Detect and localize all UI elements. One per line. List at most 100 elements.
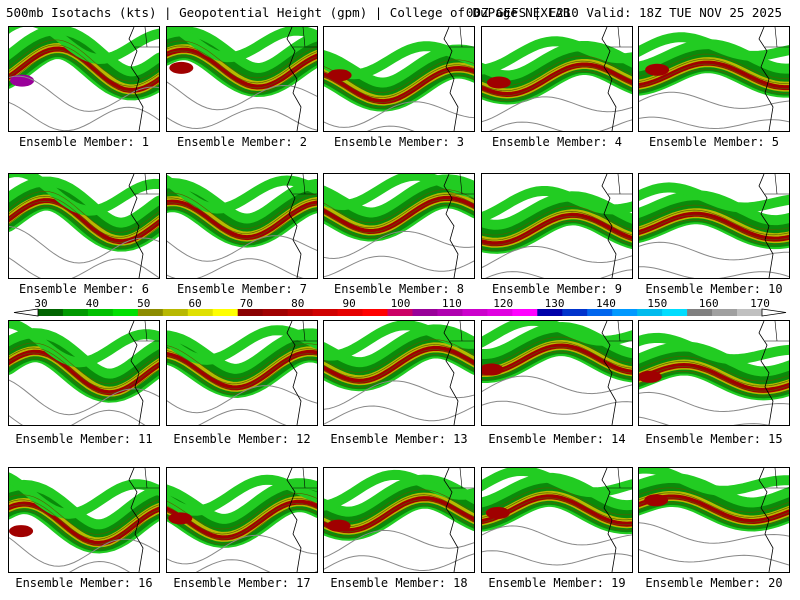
colorbar-tick-label: 110 <box>441 297 462 310</box>
coastline <box>443 321 459 425</box>
political-border <box>450 27 474 48</box>
isotach-line <box>482 221 632 251</box>
height-contour <box>324 380 474 410</box>
wind-map <box>9 27 159 131</box>
isotach-line <box>9 205 159 248</box>
jet-streak <box>169 61 194 74</box>
isotach-line <box>639 361 789 387</box>
ensemble-panel-10 <box>638 173 790 279</box>
color-swatch <box>287 309 314 316</box>
isotach-line <box>324 354 474 388</box>
color-scale-bar <box>13 308 787 317</box>
jet-branch-north <box>482 468 632 498</box>
wind-map <box>9 468 159 572</box>
ensemble-panel-8 <box>323 173 475 279</box>
height-contour <box>639 266 789 278</box>
color-swatch <box>587 309 613 316</box>
color-swatch <box>262 309 289 316</box>
colorbar-tick-label: 140 <box>595 297 616 310</box>
isotach-line <box>167 45 317 84</box>
ensemble-panel-3 <box>323 26 475 132</box>
political-border <box>135 174 159 195</box>
colorbar-tick-label: 150 <box>647 297 668 310</box>
isotach-line <box>9 39 159 82</box>
ensemble-member-label: Ensemble Member: 5 <box>648 135 780 149</box>
isotach-line <box>324 349 474 383</box>
color-swatch <box>412 309 438 316</box>
color-swatch <box>137 309 164 316</box>
colorbar-tick-label: 80 <box>291 297 305 310</box>
height-contour <box>482 525 632 546</box>
isotach-line <box>639 492 789 518</box>
isotach-line <box>167 55 317 94</box>
color-swatch <box>512 309 538 316</box>
color-swatch <box>637 309 663 316</box>
colorbar-tick-label: 120 <box>493 297 514 310</box>
wind-map <box>639 27 789 131</box>
jet-branch-north <box>324 469 474 511</box>
isotach-line <box>639 214 789 241</box>
height-contour <box>167 258 304 278</box>
isotach-line <box>167 207 317 244</box>
political-border <box>765 321 789 342</box>
ensemble-panel-5 <box>638 26 790 132</box>
title-left: 500mb Isotachs (kts) | Geopotential Heig… <box>6 5 571 20</box>
color-swatch <box>437 309 463 316</box>
political-border <box>608 468 632 489</box>
ensemble-member-label: Ensemble Member: 17 <box>173 576 311 590</box>
jet-streak <box>168 512 193 525</box>
height-contour <box>167 235 317 262</box>
ensemble-panel-12 <box>166 320 318 426</box>
ensemble-member-label: Ensemble Member: 15 <box>645 432 783 446</box>
isotach-line <box>324 69 474 104</box>
wind-map <box>639 321 789 425</box>
height-contour <box>482 400 632 415</box>
coastline <box>128 468 144 572</box>
isotach-line <box>167 197 317 234</box>
jet-branch-north <box>324 174 474 211</box>
isotach-line <box>482 211 632 241</box>
height-contour <box>9 409 146 425</box>
ensemble-panel-7 <box>166 173 318 279</box>
ensemble-member-label: Ensemble Member: 19 <box>488 576 626 590</box>
color-swatch <box>362 309 388 316</box>
jet-branch-north <box>639 468 789 496</box>
color-swatch <box>537 309 563 316</box>
jet-branch-north <box>167 325 317 365</box>
jet-branch-north <box>167 27 317 63</box>
jet-band-max <box>9 349 159 396</box>
coastline <box>758 174 774 278</box>
wind-map <box>482 468 632 572</box>
jet-streak <box>486 76 511 89</box>
color-swatch <box>337 309 363 316</box>
colorbar-tick-label: 130 <box>544 297 565 310</box>
colorbar-arrow-right <box>761 308 787 317</box>
isotach-line <box>639 204 789 231</box>
wind-map <box>324 174 474 278</box>
isotach-line <box>9 190 159 233</box>
isotach-line <box>482 60 632 92</box>
height-contour <box>482 96 632 123</box>
wind-map <box>482 321 632 425</box>
jet-branch-north <box>482 36 632 75</box>
color-swatch <box>112 309 139 316</box>
jet-band-max <box>167 349 317 391</box>
wind-map <box>482 27 632 131</box>
isotach-line <box>324 194 474 229</box>
colorbar-tick-label: 160 <box>698 297 719 310</box>
isotach-line <box>482 502 632 531</box>
height-contour <box>167 81 317 111</box>
coastline <box>443 27 459 131</box>
isotach-line <box>639 356 789 382</box>
jet-branch-north <box>324 321 474 361</box>
ensemble-panel-6 <box>8 173 160 279</box>
coastline <box>601 468 617 572</box>
jet-branch-north <box>482 186 632 223</box>
jet-branch-north <box>9 27 159 65</box>
jet-branch-north <box>9 472 159 519</box>
map-title: 500mb Isotachs (kts) | Geopotential Heig… <box>6 4 796 22</box>
colorbar-tick-label: 30 <box>34 297 48 310</box>
color-swatch <box>312 309 338 316</box>
ensemble-member-label: Ensemble Member: 9 <box>491 282 623 296</box>
isotach-line <box>639 68 789 94</box>
